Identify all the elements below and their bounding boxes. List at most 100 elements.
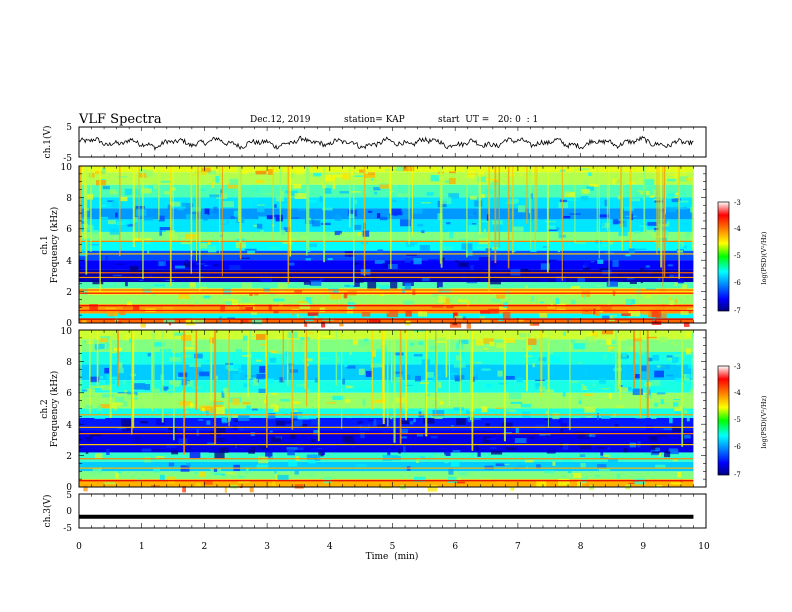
- spectrogram-line: [79, 305, 694, 307]
- spectrogram-patch: [506, 168, 517, 172]
- spectrogram-patch: [358, 368, 365, 375]
- spectrogram-line: [79, 292, 694, 294]
- spectrogram-burst: [512, 166, 514, 254]
- spectrogram-patch: [92, 467, 101, 475]
- spectrogram-patch: [242, 354, 253, 357]
- spectrogram-patch: [365, 370, 372, 378]
- spectrogram-burst: [305, 330, 308, 407]
- spectrogram-patch: [515, 427, 519, 435]
- spectrogram-patch: [590, 261, 595, 263]
- spectrogram-patch: [180, 334, 192, 342]
- spectrogram-burst: [459, 330, 462, 415]
- spectrogram-patch: [206, 420, 211, 425]
- spectrogram-burst: [199, 166, 201, 291]
- spectrogram-patch: [178, 372, 188, 378]
- spectrogram-patch: [486, 214, 490, 221]
- spectrogram-patch: [81, 389, 88, 392]
- spectrogram-patch: [508, 392, 521, 400]
- spectrogram-patch: [411, 208, 423, 214]
- spectrogram-burst: [390, 166, 392, 269]
- spectrogram-patch: [214, 437, 225, 443]
- spectrogram-patch: [470, 265, 474, 270]
- spectrogram-patch: [671, 198, 681, 203]
- spectrogram-band: [79, 197, 694, 209]
- spectrogram-patch: [650, 415, 657, 419]
- spectrogram-patch: [466, 322, 471, 329]
- spectrogram-patch: [400, 436, 407, 439]
- spectrogram-burst: [596, 166, 598, 234]
- spectrogram-patch: [344, 399, 351, 403]
- spectrogram-band: [79, 461, 694, 472]
- spectrogram-patch: [163, 318, 175, 323]
- spectrogram-patch: [207, 170, 217, 175]
- spectrogram-patch: [606, 339, 612, 346]
- spectrogram-patch: [669, 300, 674, 305]
- spectrogram-patch: [681, 223, 689, 225]
- spectrogram-patch: [297, 208, 307, 211]
- spectrogram-patch: [246, 467, 249, 475]
- spectrogram-burst: [289, 166, 292, 257]
- spectrogram-burst: [221, 166, 223, 277]
- spectrogram-patch: [357, 232, 361, 236]
- spectrogram-patch: [348, 213, 354, 219]
- spectrogram-patch: [526, 338, 537, 345]
- spectrogram-patch: [656, 230, 669, 236]
- spectrogram-burst: [371, 330, 374, 410]
- spectrogram-patch: [169, 380, 181, 385]
- spectrogram-patch: [178, 293, 190, 300]
- spectrogram-burst: [265, 330, 267, 395]
- spectrogram-patch: [482, 319, 491, 323]
- spectrogram-patch: [387, 449, 391, 456]
- spectrogram-patch: [658, 276, 661, 281]
- spectrogram-patch: [129, 265, 139, 273]
- spectrogram-patch: [504, 338, 516, 344]
- spectrogram-patch: [471, 223, 477, 225]
- spectrogram-patch: [140, 421, 148, 424]
- spectrogram-patch: [105, 174, 112, 176]
- spectrogram-patch: [260, 343, 267, 346]
- spectrogram-band: [79, 313, 694, 319]
- spectrogram-patch: [580, 196, 589, 201]
- spectrogram-patch: [156, 416, 164, 418]
- spectrogram-line: [79, 272, 694, 274]
- spectrogram-patch: [585, 337, 589, 344]
- spectrogram-patch: [485, 437, 497, 441]
- spectrogram-patch: [540, 215, 544, 220]
- spectrogram-patch: [291, 217, 299, 219]
- spectrogram-patch: [309, 280, 322, 286]
- ch1-waveform-panel: 5 -5 ch.1(V): [42, 123, 707, 164]
- spectrogram-patch: [99, 404, 111, 409]
- spectrogram-patch: [458, 471, 469, 476]
- spectrogram-patch: [674, 298, 678, 304]
- spectrogram-patch: [588, 172, 592, 176]
- spectrogram-patch: [400, 240, 404, 244]
- spectrogram-patch: [610, 349, 614, 353]
- spectrogram-patch: [583, 294, 586, 300]
- spectrogram-burst: [247, 330, 249, 398]
- spectrogram-patch: [448, 193, 459, 199]
- colorbar-1: -3 -4 -5 -6 -7 log(PSD)(V²/Hz): [717, 199, 768, 315]
- spectrogram-patch: [307, 473, 314, 477]
- spectrogram-patch: [352, 339, 359, 345]
- spectrogram-patch: [352, 446, 355, 448]
- spectrogram-patch: [640, 270, 648, 275]
- spectrogram-burst: [197, 166, 199, 241]
- spectrogram-patch: [100, 179, 105, 181]
- spectrogram-patch: [129, 272, 142, 277]
- spectrogram-patch: [489, 341, 495, 347]
- spectrogram-patch: [539, 313, 548, 318]
- spectrogram-band: [79, 208, 694, 220]
- spectrogram-patch: [597, 259, 604, 264]
- spectrogram-patch: [609, 316, 613, 319]
- spectrogram-patch: [239, 370, 244, 373]
- spectrogram-patch: [267, 169, 274, 175]
- spectrogram-patch: [296, 332, 308, 335]
- spectrogram-patch: [353, 262, 359, 265]
- spectrogram-patch: [667, 264, 673, 267]
- spectrogram-patch: [238, 257, 250, 259]
- colorbar-2: -3 -4 -5 -6 -7 log(PSD)(V²/Hz): [717, 363, 768, 479]
- spectrogram-patch: [339, 191, 351, 194]
- spectrogram-patch: [200, 188, 206, 191]
- spectrogram-patch: [357, 420, 364, 425]
- spectrogram-patch: [675, 378, 687, 383]
